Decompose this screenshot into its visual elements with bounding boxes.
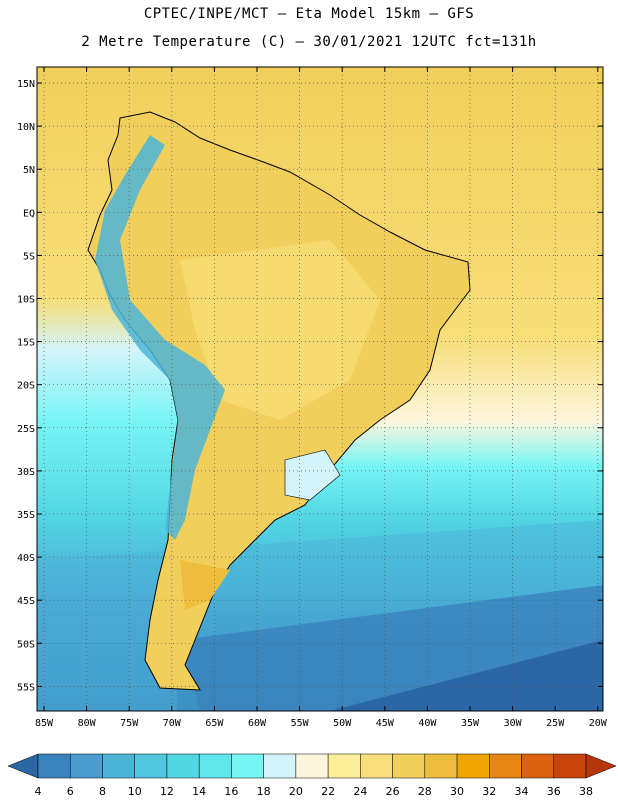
colorbar-swatch [295,753,329,779]
latitude-labels: 15N 10N 5N EQ 5S 10S 15S 20S 25S 30S 35S 40S 45S 50S 5… [17,79,35,693]
colorbar-swatch [37,753,71,779]
lat-label: 10S [17,295,35,306]
colorbar-swatch [327,753,361,779]
lat-label: 20S [17,381,35,392]
lon-label: 70W [163,718,182,729]
colorbar-swatch [456,753,490,779]
lon-label: 35W [461,718,480,729]
colorbar-value: 26 [386,785,400,798]
uruguay-cool-zone [284,449,341,501]
map-field [37,67,603,711]
colorbar-swatch [231,753,264,779]
colorbar-swatch [166,753,200,779]
colorbar-value: 34 [515,785,529,798]
lat-label: 15S [17,338,35,349]
colorbar-value: 4 [35,785,42,798]
colorbar-swatch [102,753,135,779]
colorbar-value: 24 [353,785,367,798]
colorbar-swatch [69,753,103,779]
colorbar-swatch [392,753,426,779]
lat-label: 15N [17,79,35,90]
colorbar-arrow-left [7,753,39,779]
colorbar-value: 30 [450,785,464,798]
colorbar-swatch [198,753,232,779]
colorbar-swatch [424,753,458,779]
colorbar-value: 32 [482,785,496,798]
colorbar-value: 10 [128,785,142,798]
lon-label: 55W [291,718,310,729]
colorbar-swatch [263,753,297,779]
colorbar-arrow-right [585,753,617,779]
colorbar-swatch [134,753,168,779]
lon-label: 20W [589,718,608,729]
map-title: CPTEC/INPE/MCT – Eta Model 15km – GFS [143,6,475,22]
lat-label: EQ [23,208,35,219]
lon-label: 50W [333,718,352,729]
longitude-labels: 85W 80W 75W 70W 65W 60W 55W 50W 45W 40W 35W 30W 25W 2… [35,718,608,729]
lon-label: 45W [376,718,395,729]
map-frame [36,66,604,712]
colorbar-labels: 4 6 8 10 12 14 16 18 20 22 24 26 28 30 32 34 36 38 [35,785,594,798]
colorbar-swatch [489,753,522,779]
lat-label: 45S [17,596,35,607]
lat-label: 5N [23,165,35,176]
lat-label: 50S [17,639,35,650]
lat-label: 35S [17,510,35,521]
andes-cold-band [95,135,225,540]
colorbar [7,753,617,779]
colorbar-value: 22 [321,785,335,798]
colorbar-value: 6 [67,785,74,798]
lat-label: 55S [17,682,35,693]
lon-label: 60W [248,718,267,729]
lat-label: 5S [23,251,35,262]
lon-label: 30W [504,718,523,729]
lat-lon-grid [37,67,603,711]
colorbar-value: 8 [99,785,106,798]
lon-label: 75W [120,718,139,729]
coldest-ocean-band [330,640,603,711]
colorbar-value: 18 [257,785,271,798]
lat-label: 30S [17,467,35,478]
interior-warm-zone [180,240,380,420]
axis-ticks [37,67,603,711]
colorbar-value: 20 [289,785,303,798]
colorbar-value: 36 [547,785,561,798]
colorbar-swatch [553,753,587,779]
colorbar-value: 28 [418,785,432,798]
colorbar-value: 38 [579,785,593,798]
lon-label: 25W [546,718,565,729]
colorbar-value: 14 [192,785,206,798]
lon-label: 80W [78,718,97,729]
colorbar-value: 16 [224,785,238,798]
lon-label: 65W [205,718,224,729]
lon-label: 85W [35,718,54,729]
lon-label: 40W [418,718,437,729]
colorbar-value: 12 [160,785,174,798]
colorbar-swatch [360,753,393,779]
lat-label: 10N [17,122,35,133]
patagonia-warm-zone [180,560,230,610]
colorbar-swatch [521,753,555,779]
map-subtitle: 2 Metre Temperature (C) – 30/01/2021 12U… [81,34,537,50]
lat-label: 40S [17,553,35,564]
lat-label: 25S [17,424,35,435]
